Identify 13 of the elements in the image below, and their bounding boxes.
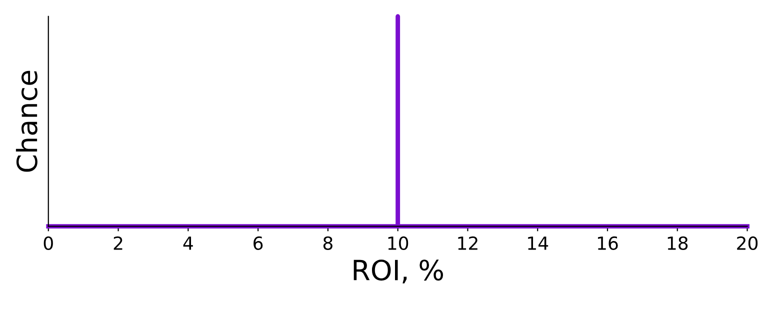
x-tick-label: 4 [183,236,193,250]
x-tick-label: 20 [737,236,758,250]
x-tick-label: 16 [598,236,618,250]
x-tick-label: 8 [323,236,332,250]
x-tick-label: 10 [388,236,408,250]
x-tick-label: 18 [668,236,688,250]
x-axis-title: ROI, % [354,260,443,284]
x-tick-label: 2 [114,236,122,250]
x-tick-label: 12 [458,236,478,250]
x-tick-label: 6 [254,236,263,250]
x-tick-label: 14 [528,236,548,250]
y-axis-title: Chance [16,70,38,172]
x-tick-label: 0 [44,236,53,250]
